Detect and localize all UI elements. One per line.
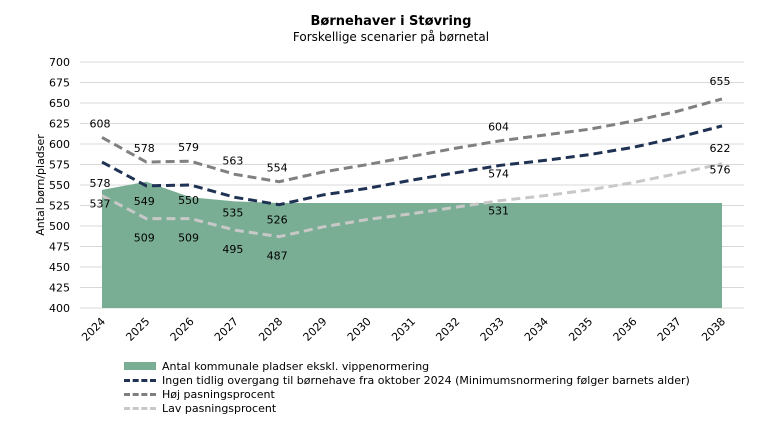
data-label: 554 <box>267 162 288 175</box>
x-tick-label: 2029 <box>301 315 330 344</box>
y-tick-label: 650 <box>49 97 70 110</box>
x-tick-label: 2035 <box>566 315 595 344</box>
y-tick-label: 475 <box>49 241 70 254</box>
data-label: 549 <box>134 195 155 208</box>
y-tick-label: 525 <box>49 200 70 213</box>
data-label: 509 <box>178 232 199 245</box>
legend-item: Ingen tidlig overgang til børnehave fra … <box>124 373 690 387</box>
data-label: 574 <box>488 167 509 180</box>
legend-item: Antal kommunale pladser ekskl. vippenorm… <box>124 359 690 373</box>
y-tick-label: 625 <box>49 118 70 131</box>
x-tick-label: 2028 <box>256 315 285 344</box>
data-label: 579 <box>178 141 199 154</box>
legend-item: Lav pasningsprocent <box>124 401 690 415</box>
data-label: 655 <box>710 75 731 88</box>
y-tick-label: 600 <box>49 138 70 151</box>
data-label: 622 <box>710 142 731 155</box>
data-label: 608 <box>90 117 111 130</box>
x-tick-label: 2038 <box>699 315 728 344</box>
data-label: 576 <box>710 164 731 177</box>
legend-label: Lav pasningsprocent <box>162 401 277 415</box>
x-tick-label: 2037 <box>655 315 684 344</box>
data-label: 604 <box>488 121 509 134</box>
x-tick-label: 2031 <box>389 315 418 344</box>
legend-label: Høj pasningsprocent <box>162 387 275 401</box>
legend-swatch <box>124 392 156 396</box>
data-label: 509 <box>134 232 155 245</box>
data-label: 537 <box>90 198 111 211</box>
data-label: 563 <box>222 154 243 167</box>
x-tick-label: 2033 <box>478 315 507 344</box>
x-tick-label: 2032 <box>433 315 462 344</box>
y-axis-label: Antal børn/pladser <box>34 134 47 236</box>
legend-swatch <box>124 378 156 382</box>
y-tick-label: 500 <box>49 220 70 233</box>
legend: Antal kommunale pladser ekskl. vippenorm… <box>124 359 690 415</box>
x-tick-label: 2030 <box>345 315 374 344</box>
y-tick-label: 575 <box>49 159 70 172</box>
data-label: 495 <box>222 243 243 256</box>
area-series <box>102 181 722 308</box>
y-tick-label: 700 <box>49 56 70 69</box>
data-label: 487 <box>267 250 288 263</box>
x-tick-label: 2025 <box>123 315 152 344</box>
y-tick-label: 550 <box>49 179 70 192</box>
chart-subtitle: Forskellige scenarier på børnetal <box>292 30 490 44</box>
legend-swatch <box>124 362 156 370</box>
y-tick-label: 425 <box>49 282 70 295</box>
data-label: 531 <box>488 205 509 218</box>
line-series-1 <box>101 124 723 207</box>
legend-label: Ingen tidlig overgang til børnehave fra … <box>162 373 690 387</box>
x-tick-label: 2024 <box>79 315 108 344</box>
x-tick-label: 2034 <box>522 315 551 344</box>
y-tick-label: 400 <box>49 302 70 315</box>
data-label: 578 <box>134 142 155 155</box>
y-tick-label: 675 <box>49 77 70 90</box>
legend-label: Antal kommunale pladser ekskl. vippenorm… <box>162 359 430 373</box>
data-label: 550 <box>178 194 199 207</box>
x-tick-label: 2036 <box>611 315 640 344</box>
chart-title: Børnehaver i Støvring <box>310 14 472 29</box>
legend-item: Høj pasningsprocent <box>124 387 690 401</box>
data-label: 535 <box>222 206 243 219</box>
legend-swatch <box>124 406 156 410</box>
data-label: 578 <box>90 177 111 190</box>
data-label: 526 <box>267 214 288 227</box>
y-tick-label: 450 <box>49 261 70 274</box>
x-tick-label: 2027 <box>212 315 241 344</box>
x-tick-label: 2026 <box>168 315 197 344</box>
